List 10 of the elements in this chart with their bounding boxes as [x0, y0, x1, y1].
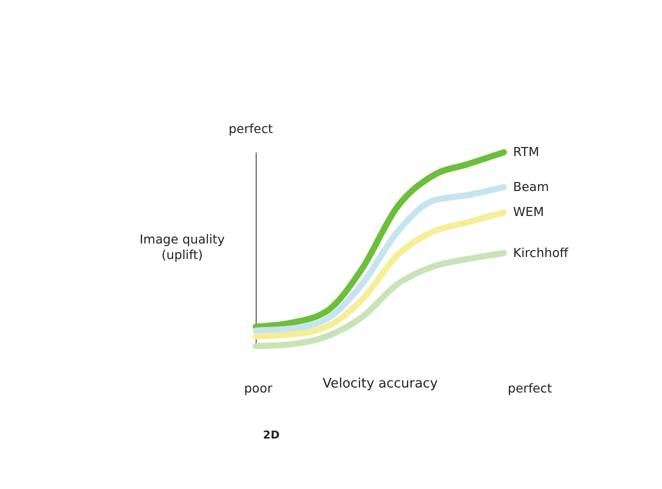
y-axis-title: Image quality (uplift): [140, 231, 225, 262]
text: perfect: [228, 120, 274, 136]
series-label: RTM: [513, 144, 540, 160]
series-label: Kirchhoff: [513, 244, 569, 260]
series-label: WEM: [513, 204, 544, 220]
text: poor: [244, 380, 274, 396]
series-label: Beam: [513, 179, 549, 194]
text: perfect: [508, 380, 552, 396]
x-axis-title: Velocity accuracy: [322, 376, 438, 392]
text: 2D: [263, 428, 280, 442]
